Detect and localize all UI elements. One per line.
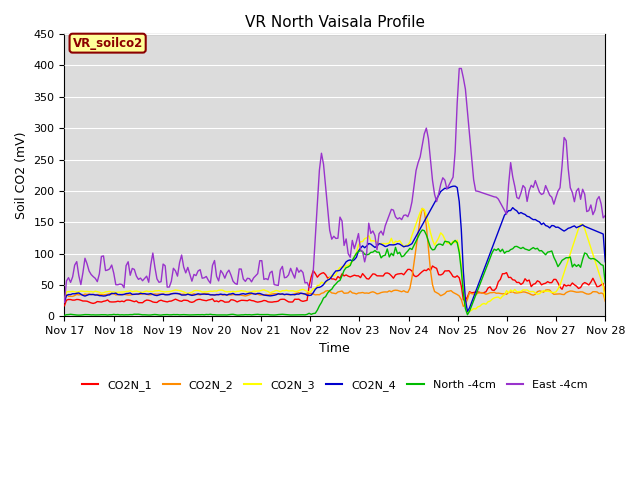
X-axis label: Time: Time (319, 342, 350, 355)
Legend: CO2N_1, CO2N_2, CO2N_3, CO2N_4, North -4cm, East -4cm: CO2N_1, CO2N_2, CO2N_3, CO2N_4, North -4… (77, 376, 593, 396)
Text: VR_soilco2: VR_soilco2 (72, 36, 143, 49)
Y-axis label: Soil CO2 (mV): Soil CO2 (mV) (15, 132, 28, 219)
Title: VR North Vaisala Profile: VR North Vaisala Profile (245, 15, 425, 30)
